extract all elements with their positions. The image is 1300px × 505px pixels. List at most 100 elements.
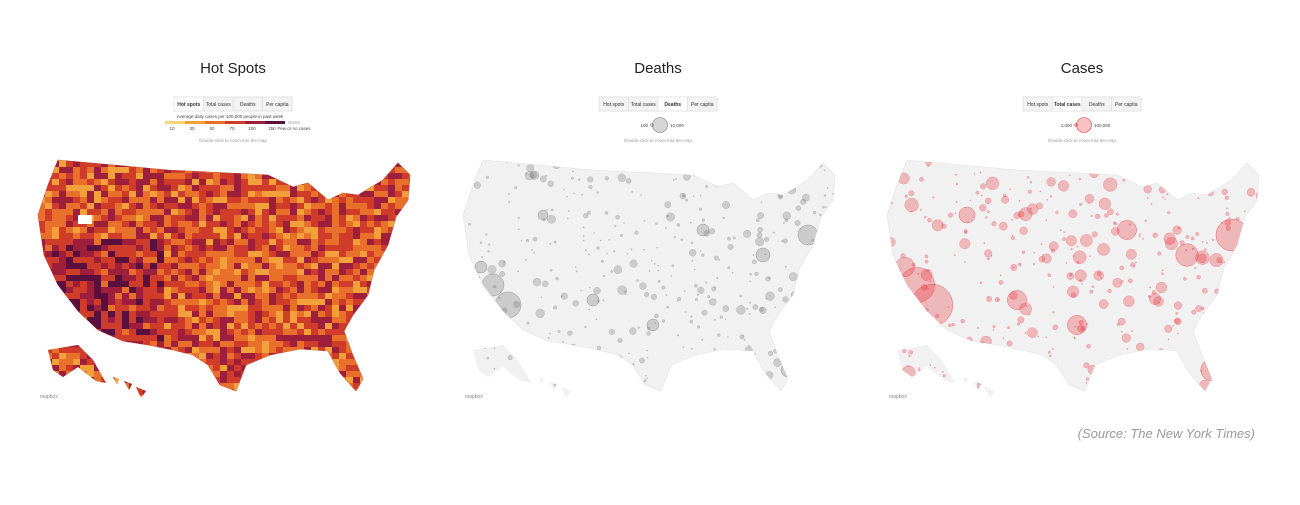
county	[367, 305, 375, 312]
county	[248, 335, 256, 342]
county	[374, 359, 382, 366]
county	[206, 227, 214, 234]
bubble	[1211, 160, 1225, 174]
bubble	[908, 354, 911, 357]
county	[262, 221, 270, 228]
county	[199, 197, 207, 204]
county	[283, 323, 291, 330]
county	[311, 197, 319, 204]
county	[171, 281, 179, 288]
bubble	[901, 370, 903, 373]
bubble	[619, 234, 623, 238]
bubble	[1074, 326, 1076, 328]
county	[409, 275, 410, 282]
county	[94, 269, 102, 276]
bubble	[1089, 171, 1092, 174]
county	[339, 239, 347, 246]
bubble	[722, 305, 730, 312]
county	[241, 287, 249, 294]
county	[262, 203, 270, 210]
county	[227, 251, 235, 258]
bubble	[1074, 269, 1087, 282]
county	[360, 287, 368, 294]
county	[185, 323, 193, 330]
county	[115, 233, 123, 240]
county	[353, 269, 361, 276]
bubble	[587, 176, 594, 183]
tab[interactable]	[1111, 96, 1142, 112]
county	[157, 173, 165, 180]
county	[416, 161, 423, 167]
county	[297, 160, 305, 162]
bubble	[1167, 211, 1171, 214]
bubble	[722, 216, 725, 220]
county	[192, 341, 200, 348]
bubble	[748, 345, 750, 347]
tab[interactable]	[262, 96, 293, 112]
bubble	[685, 198, 689, 202]
county	[332, 227, 340, 234]
county	[290, 161, 298, 168]
county	[332, 239, 340, 246]
county	[185, 341, 193, 348]
county	[143, 160, 151, 162]
tab[interactable]	[687, 96, 718, 112]
county	[269, 347, 277, 354]
bubble	[767, 166, 770, 169]
bubble	[1055, 210, 1059, 214]
bubble	[578, 178, 581, 181]
county	[388, 383, 396, 390]
legend-swatch	[265, 121, 285, 124]
county	[416, 287, 423, 293]
bubble	[961, 372, 965, 376]
county	[122, 335, 130, 342]
county	[171, 245, 179, 252]
bubble	[1206, 189, 1214, 196]
county	[395, 167, 403, 174]
county	[311, 191, 319, 198]
county	[360, 227, 368, 234]
bubble	[723, 351, 727, 355]
county	[318, 293, 326, 300]
county	[283, 257, 291, 264]
bubble	[749, 273, 752, 276]
county	[122, 161, 130, 168]
county	[395, 299, 403, 306]
county	[59, 173, 67, 180]
bubble	[582, 235, 585, 237]
county	[339, 371, 347, 378]
county	[248, 341, 256, 348]
county	[325, 191, 333, 198]
county	[388, 161, 396, 168]
county	[101, 160, 109, 162]
county	[409, 239, 410, 246]
county	[101, 215, 109, 222]
bubble	[715, 160, 723, 165]
county	[129, 197, 137, 204]
county	[143, 173, 151, 180]
bubble	[807, 373, 810, 376]
county	[199, 173, 207, 180]
county	[150, 191, 158, 198]
county	[101, 167, 109, 174]
bubble	[999, 274, 1002, 277]
county	[290, 335, 298, 342]
county	[409, 293, 410, 300]
bubble	[1117, 317, 1126, 326]
bubble	[583, 375, 592, 384]
county	[374, 203, 382, 210]
county	[143, 335, 151, 342]
county	[136, 263, 144, 270]
bubble	[542, 348, 545, 351]
county	[66, 371, 74, 378]
bubble	[690, 241, 694, 244]
county	[311, 383, 319, 390]
bubble	[1084, 158, 1085, 159]
county	[402, 160, 410, 162]
bubble	[806, 175, 808, 178]
county	[115, 317, 123, 324]
county	[143, 215, 151, 222]
county	[304, 227, 312, 234]
county	[45, 209, 53, 216]
county	[157, 185, 165, 192]
